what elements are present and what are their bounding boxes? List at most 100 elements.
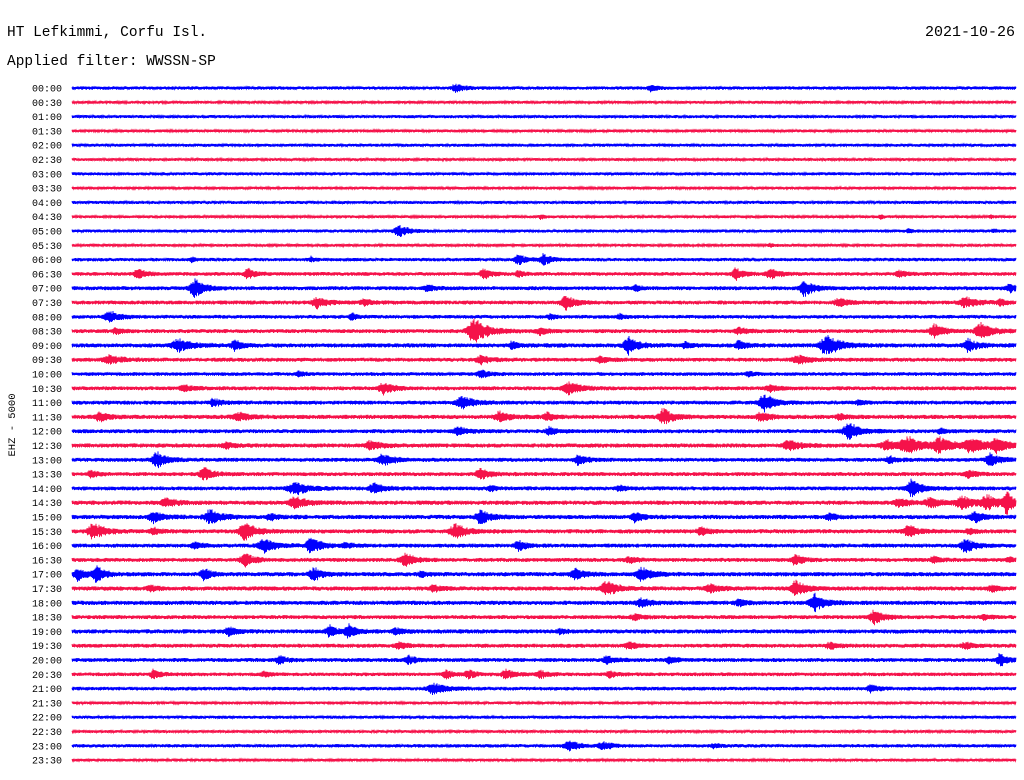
trace-01-00: [71, 113, 1017, 120]
row-label-18-30: 18:30: [32, 614, 62, 625]
trace-11-00: [71, 394, 1017, 413]
trace-22-00: [71, 714, 1017, 721]
trace-04-30: [71, 213, 1017, 221]
y-axis-label: EHZ - 5000: [7, 393, 19, 456]
row-label-08-30: 08:30: [32, 328, 62, 339]
trace-20-30: [71, 668, 1017, 680]
row-label-03-30: 03:30: [32, 185, 62, 196]
trace-11-30: [71, 408, 1017, 425]
row-label-00-00: 00:00: [32, 85, 62, 96]
trace-02-00: [71, 142, 1017, 149]
row-label-11-30: 11:30: [32, 413, 62, 424]
row-label-11-00: 11:00: [32, 399, 62, 410]
row-label-10-30: 10:30: [32, 385, 62, 396]
row-label-08-00: 08:00: [32, 313, 62, 324]
row-label-05-30: 05:30: [32, 242, 62, 253]
trace-16-00: [71, 537, 1017, 554]
row-labels: 00:00 00:30 01:00 01:30 02:00 02:30 03:00 03:30…: [32, 85, 62, 768]
row-label-16-30: 16:30: [32, 556, 62, 567]
row-label-09-00: 09:00: [32, 342, 62, 353]
trace-05-30: [71, 242, 1017, 249]
trace-23-30: [71, 757, 1017, 764]
trace-21-30: [71, 699, 1017, 706]
trace-07-30: [71, 295, 1017, 311]
trace-19-30: [71, 641, 1017, 650]
trace-08-00: [71, 311, 1017, 323]
row-label-20-30: 20:30: [32, 671, 62, 682]
row-label-15-00: 15:00: [32, 514, 62, 525]
trace-14-00: [71, 478, 1017, 498]
trace-15-00: [71, 509, 1017, 525]
row-label-02-30: 02:30: [32, 156, 62, 167]
plot-date: 2021-10-26: [925, 24, 1015, 41]
trace-12-00: [71, 423, 1017, 440]
trace-15-30: [71, 523, 1017, 541]
row-label-10-00: 10:00: [32, 371, 62, 382]
row-label-07-30: 07:30: [32, 299, 62, 310]
row-label-19-00: 19:00: [32, 628, 62, 639]
trace-03-30: [71, 185, 1017, 192]
row-label-14-30: 14:30: [32, 499, 62, 510]
row-label-01-30: 01:30: [32, 127, 62, 138]
row-label-16-00: 16:00: [32, 542, 62, 553]
trace-00-00: [71, 83, 1017, 93]
row-label-13-00: 13:00: [32, 456, 62, 467]
row-label-17-30: 17:30: [32, 585, 62, 596]
row-label-12-00: 12:00: [32, 428, 62, 439]
trace-08-30: [71, 318, 1017, 343]
row-label-14-00: 14:00: [32, 485, 62, 496]
row-label-06-00: 06:00: [32, 256, 62, 267]
trace-13-30: [71, 467, 1017, 481]
trace-20-00: [71, 653, 1017, 667]
row-label-18-00: 18:00: [32, 599, 62, 610]
row-label-15-30: 15:30: [32, 528, 62, 539]
trace-03-00: [71, 170, 1017, 177]
row-label-03-00: 03:00: [32, 170, 62, 181]
row-label-09-30: 09:30: [32, 356, 62, 367]
trace-18-30: [71, 609, 1017, 626]
trace-02-30: [71, 156, 1017, 163]
trace-22-30: [71, 728, 1017, 735]
row-label-13-30: 13:30: [32, 471, 62, 482]
trace-06-30: [71, 267, 1017, 281]
trace-09-00: [71, 335, 1017, 356]
trace-01-30: [71, 127, 1017, 134]
row-label-22-00: 22:00: [32, 714, 62, 725]
trace-04-00: [71, 199, 1017, 206]
row-label-22-30: 22:30: [32, 728, 62, 739]
trace-06-00: [71, 253, 1017, 266]
trace-18-00: [71, 592, 1017, 613]
trace-05-00: [71, 224, 1017, 237]
row-label-23-00: 23:00: [32, 742, 62, 753]
row-label-02-00: 02:00: [32, 142, 62, 153]
row-label-23-30: 23:30: [32, 757, 62, 768]
row-label-06-30: 06:30: [32, 270, 62, 281]
row-label-07-00: 07:00: [32, 285, 62, 296]
row-label-04-00: 04:00: [32, 199, 62, 210]
seismic-traces: [71, 83, 1017, 764]
row-label-04-30: 04:30: [32, 213, 62, 224]
row-label-01-00: 01:00: [32, 113, 62, 124]
trace-14-30: [71, 491, 1017, 515]
trace-13-00: [71, 451, 1017, 469]
trace-16-30: [71, 552, 1017, 568]
station-title: HT Lefkimmi, Corfu Isl.: [7, 25, 207, 41]
trace-10-30: [71, 381, 1017, 396]
row-label-21-00: 21:00: [32, 685, 62, 696]
row-label-20-00: 20:00: [32, 657, 62, 668]
trace-12-30: [71, 436, 1017, 455]
row-label-12-30: 12:30: [32, 442, 62, 453]
trace-23-00: [71, 740, 1017, 752]
trace-17-00: [71, 565, 1017, 583]
row-label-19-30: 19:30: [32, 642, 62, 653]
trace-07-00: [71, 278, 1017, 298]
trace-00-30: [71, 99, 1017, 106]
filter-label: Applied filter: WWSSN-SP: [7, 54, 216, 70]
row-label-17-00: 17:00: [32, 571, 62, 582]
trace-19-00: [71, 623, 1017, 639]
trace-10-00: [71, 369, 1017, 379]
trace-09-30: [71, 354, 1017, 366]
row-label-21-30: 21:30: [32, 699, 62, 710]
trace-21-00: [71, 682, 1017, 696]
